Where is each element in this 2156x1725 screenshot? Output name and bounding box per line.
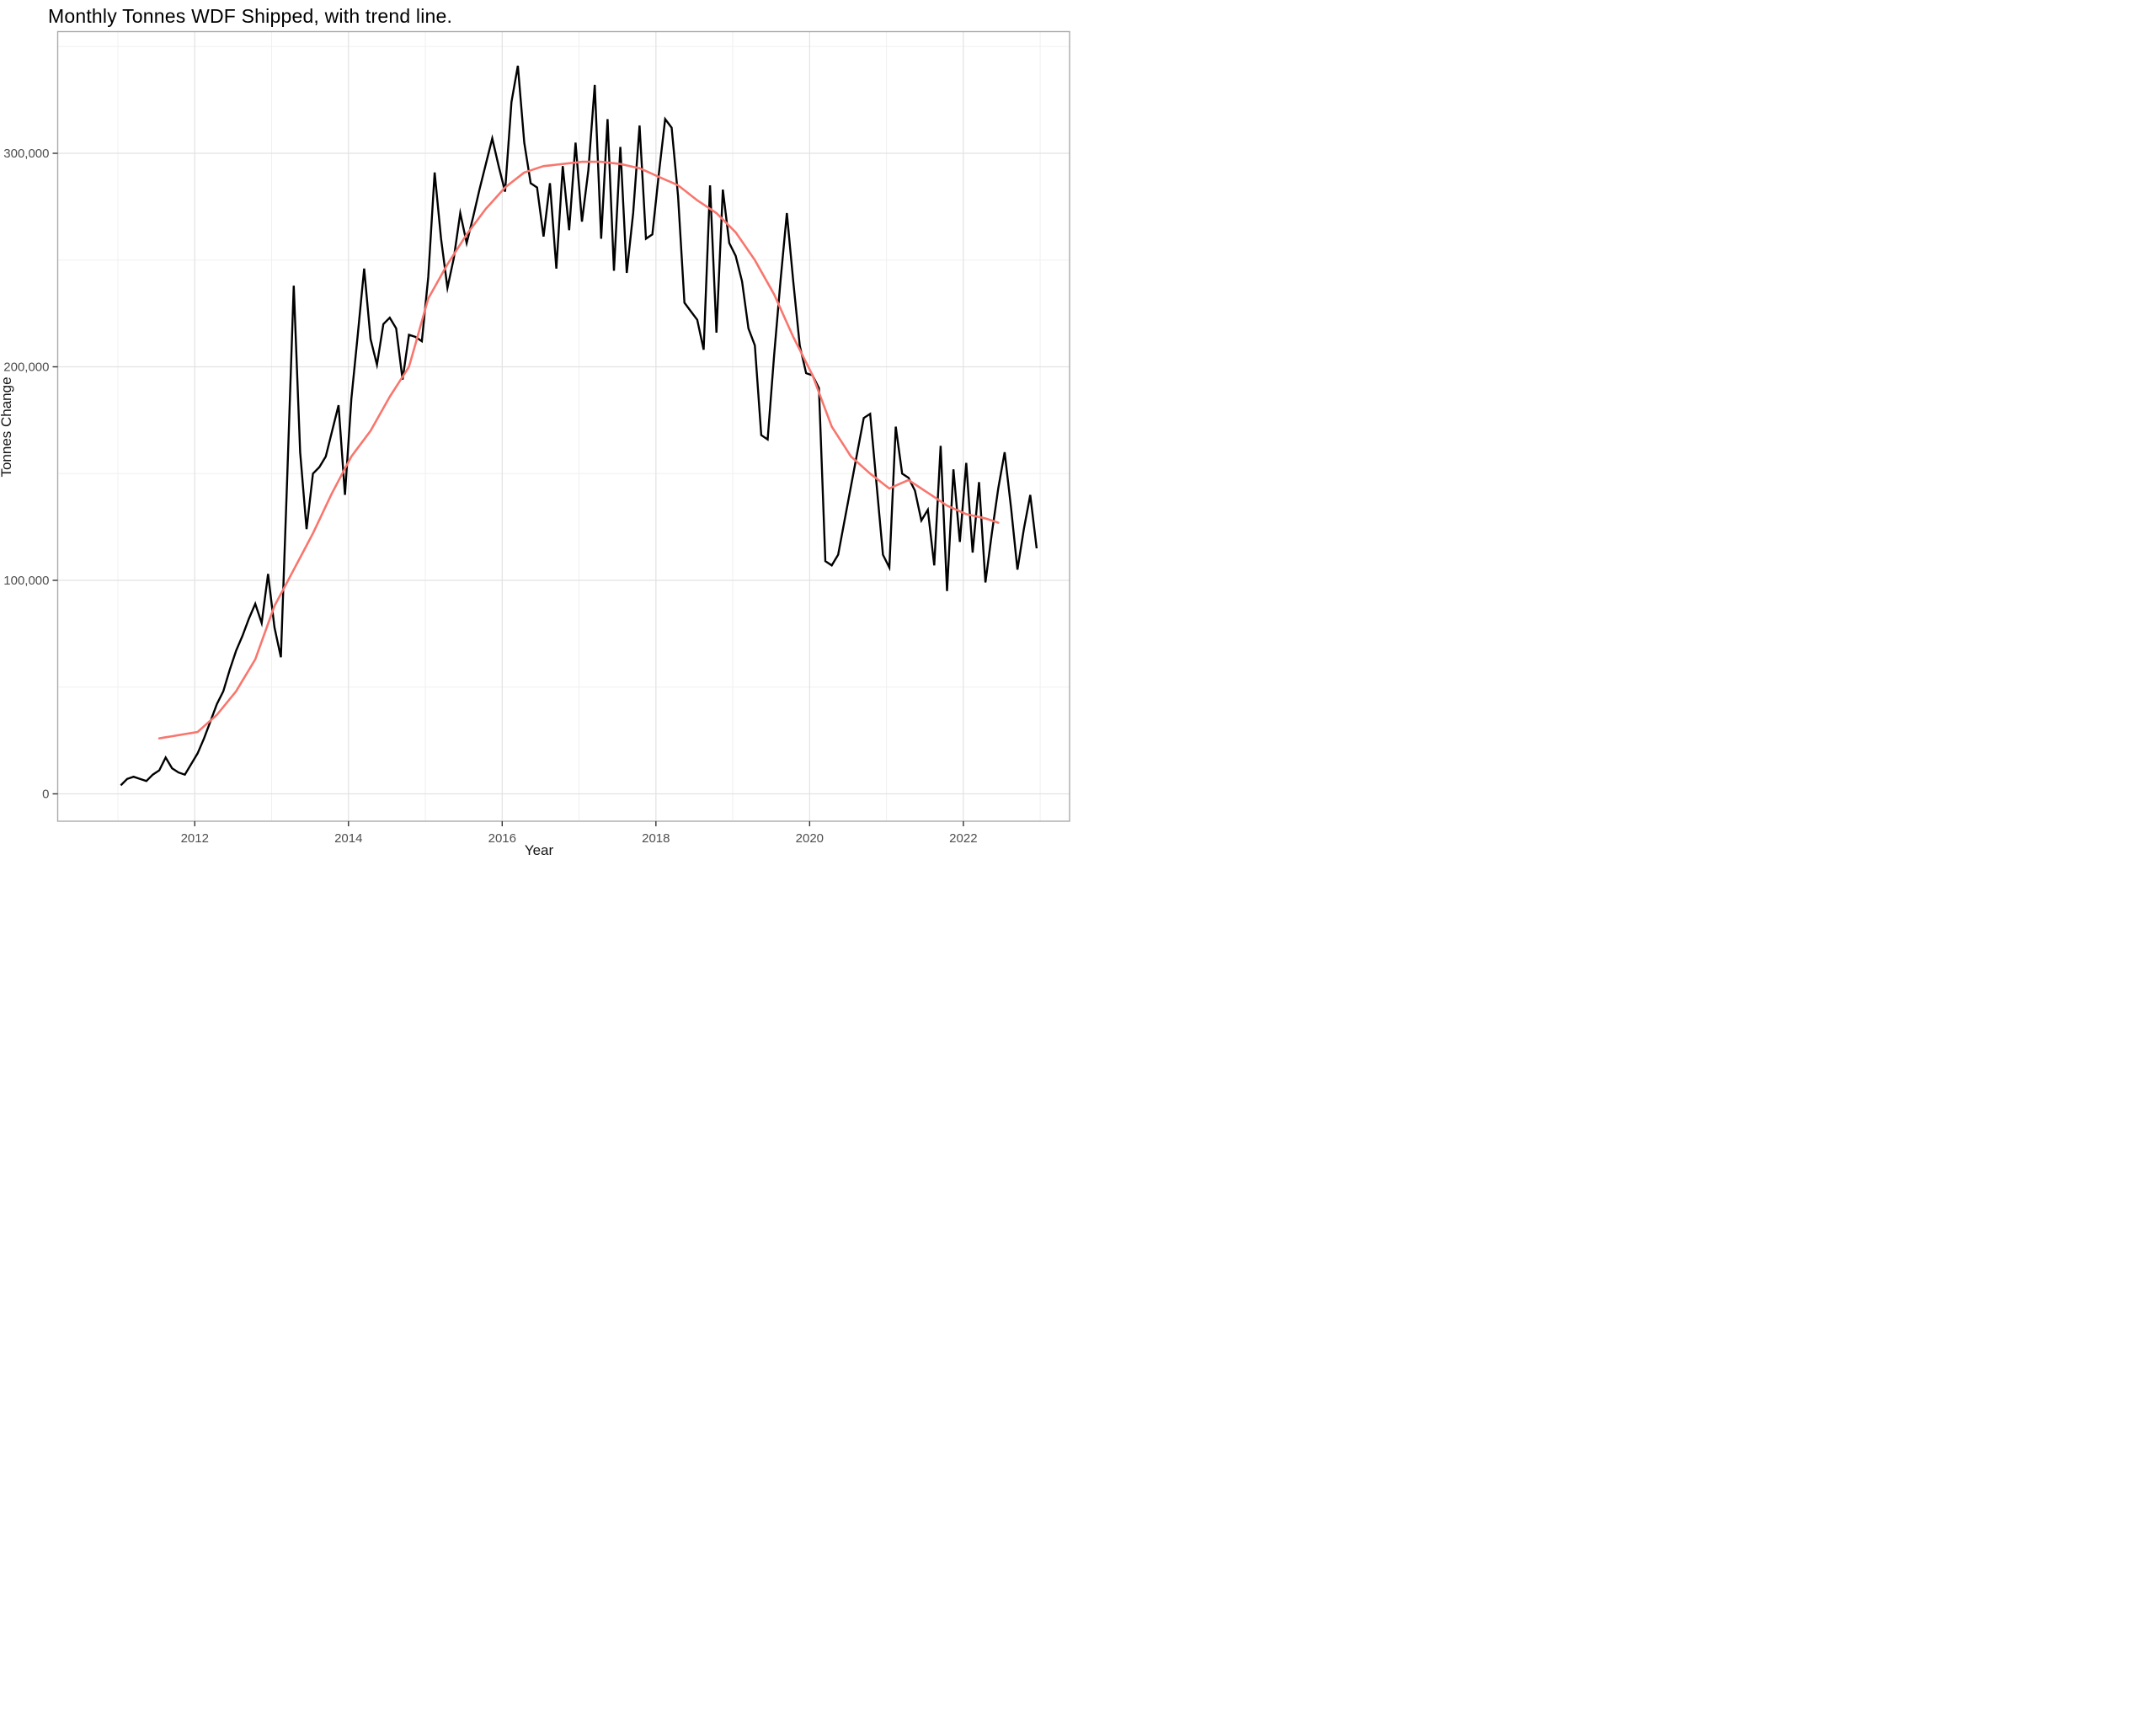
plot-panel — [57, 31, 1070, 821]
trend-line — [157, 160, 1000, 740]
x-tick-label: 2018 — [642, 831, 670, 846]
monthly-series-line — [120, 65, 1038, 787]
panel-border — [56, 30, 1070, 822]
x-tick-label: 2022 — [949, 831, 977, 846]
x-tick-label: 2014 — [334, 831, 362, 846]
chart-title: Monthly Tonnes WDF Shipped, with trend l… — [48, 5, 453, 27]
chart-figure: Monthly Tonnes WDF Shipped, with trend l… — [0, 0, 1078, 862]
x-tick-label: 2020 — [796, 831, 824, 846]
y-tick-label: 0 — [42, 788, 49, 802]
x-tick-label: 2012 — [181, 831, 209, 846]
y-tick-label: 300,000 — [3, 147, 49, 161]
x-axis-title: Year — [524, 842, 554, 858]
y-tick-label: 200,000 — [3, 360, 49, 375]
y-tick-label: 100,000 — [3, 574, 49, 588]
line-chart-canvas: 0 100,000 200,000 300,000 2012 2014 2016 2018 20… — [3, 30, 1070, 846]
x-tick-label: 2016 — [488, 831, 516, 846]
y-axis-title: Tonnes Change — [0, 377, 14, 478]
